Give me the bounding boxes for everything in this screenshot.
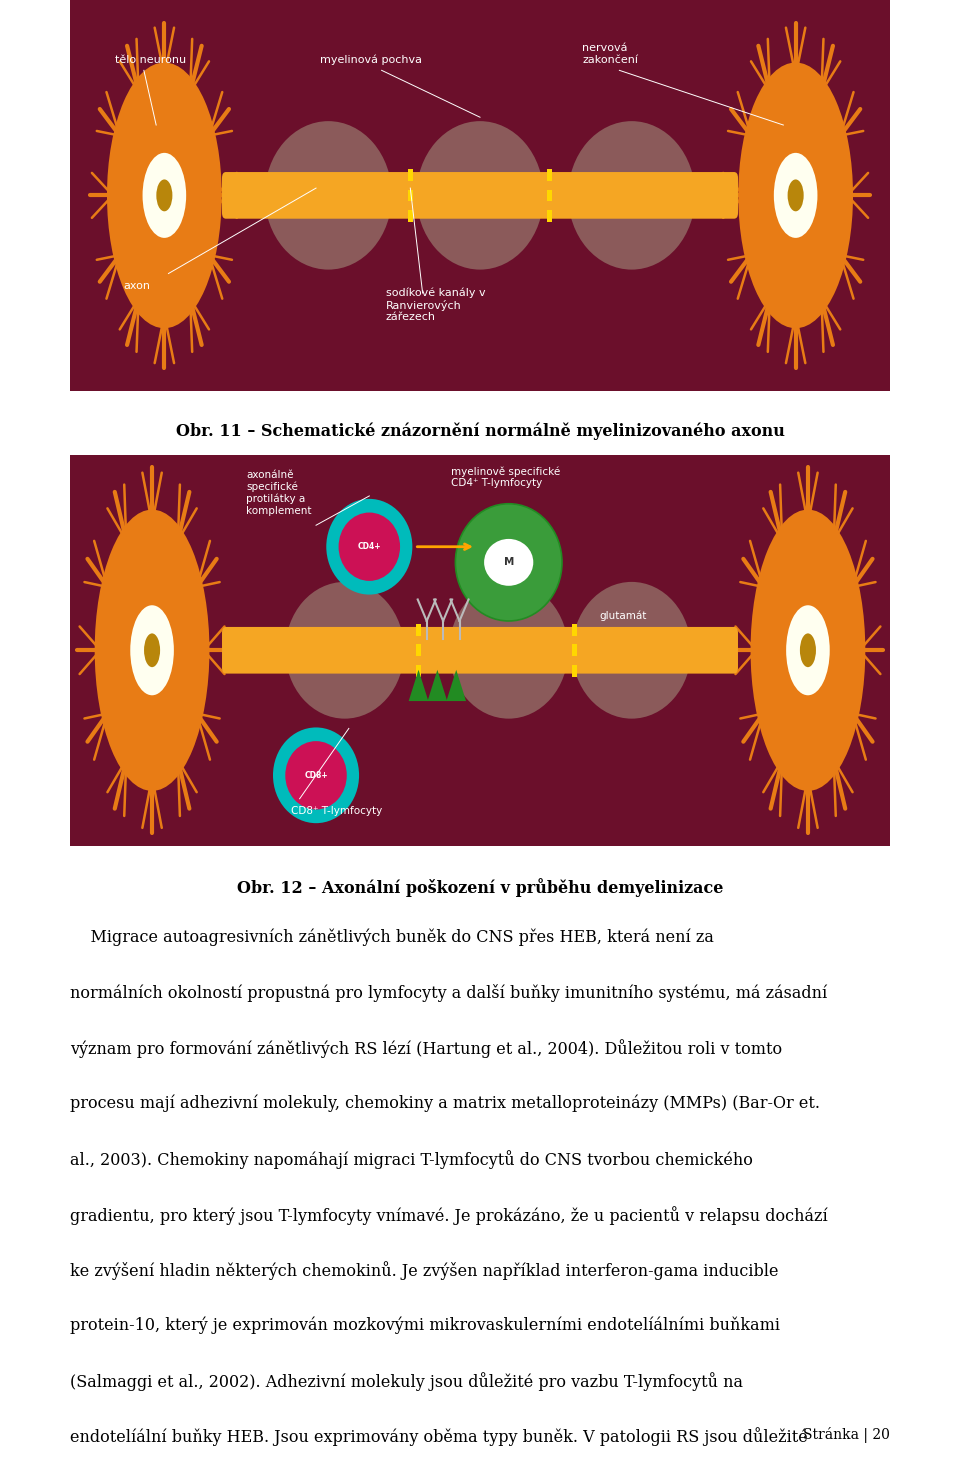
- Ellipse shape: [265, 121, 392, 270]
- Ellipse shape: [285, 582, 404, 719]
- Polygon shape: [409, 669, 428, 701]
- Ellipse shape: [455, 504, 562, 621]
- Ellipse shape: [484, 539, 534, 586]
- Text: CD4+: CD4+: [357, 542, 381, 551]
- Bar: [408, 169, 413, 181]
- Ellipse shape: [339, 513, 400, 580]
- Text: gradientu, pro který jsou T-lymfocyty vnímavé. Je prokázáno, že u pacientů v rel: gradientu, pro který jsou T-lymfocyty vn…: [70, 1206, 828, 1225]
- Text: ke zvýšení hladin některých chemokinů. Je zvýšen například interferon-gama induc: ke zvýšení hladin některých chemokinů. J…: [70, 1261, 779, 1280]
- Text: Obr. 11 – Schematické znázornění normálně myelinizovaného axonu: Obr. 11 – Schematické znázornění normáln…: [176, 423, 784, 440]
- Text: glutamát: glutamát: [599, 611, 646, 621]
- Text: význam pro formování zánětlivých RS lézí (Hartung et al., 2004). Důležitou roli : význam pro formování zánětlivých RS lézí…: [70, 1040, 782, 1059]
- Ellipse shape: [107, 63, 222, 328]
- Bar: [547, 190, 552, 201]
- Bar: [70, 0, 890, 391]
- Bar: [547, 169, 552, 181]
- Ellipse shape: [572, 582, 691, 719]
- Bar: [572, 624, 577, 636]
- Polygon shape: [427, 669, 447, 701]
- Ellipse shape: [449, 582, 568, 719]
- Text: sodíkové kanály v
Ranvierových
zářezech: sodíkové kanály v Ranvierových zářezech: [386, 287, 486, 322]
- Ellipse shape: [273, 728, 359, 824]
- Ellipse shape: [751, 510, 865, 790]
- Ellipse shape: [285, 741, 347, 809]
- Text: axon: axon: [124, 281, 151, 292]
- Text: M: M: [503, 557, 514, 567]
- Ellipse shape: [95, 510, 209, 790]
- Text: CD8⁺ T-lymfocyty: CD8⁺ T-lymfocyty: [292, 806, 383, 816]
- Ellipse shape: [787, 179, 804, 211]
- FancyBboxPatch shape: [222, 627, 738, 674]
- Bar: [408, 190, 413, 201]
- Text: protein-10, který je exprimován mozkovými mikrovaskulerními endotelíálními buňka: protein-10, který je exprimován mozkovým…: [70, 1317, 780, 1334]
- Ellipse shape: [568, 121, 695, 270]
- Text: (Salmaggi et al., 2002). Adhezivní molekuly jsou důležité pro vazbu T-lymfocytů : (Salmaggi et al., 2002). Adhezivní molek…: [70, 1372, 743, 1391]
- Text: al., 2003). Chemokiny napomáhají migraci T-lymfocytů do CNS tvorbou chemického: al., 2003). Chemokiny napomáhají migraci…: [70, 1150, 753, 1169]
- Bar: [416, 644, 420, 656]
- Text: procesu mají adhezivní molekuly, chemokiny a matrix metalloproteinázy (MMPs) (Ba: procesu mají adhezivní molekuly, chemoki…: [70, 1095, 820, 1112]
- Text: CD8+: CD8+: [304, 771, 328, 780]
- Bar: [408, 210, 413, 222]
- Text: nervová
zakončení: nervová zakončení: [583, 42, 638, 64]
- Polygon shape: [446, 669, 466, 701]
- Ellipse shape: [156, 179, 173, 211]
- Text: myelinová pochva: myelinová pochva: [320, 54, 422, 64]
- Ellipse shape: [738, 63, 853, 328]
- Text: Stránka | 20: Stránka | 20: [804, 1427, 890, 1443]
- Bar: [70, 455, 890, 846]
- Text: tělo neuronu: tělo neuronu: [115, 54, 186, 64]
- Ellipse shape: [800, 633, 816, 668]
- Ellipse shape: [786, 605, 829, 695]
- Bar: [416, 665, 420, 677]
- FancyBboxPatch shape: [222, 172, 738, 219]
- Bar: [572, 644, 577, 656]
- Text: endotelíální buňky HEB. Jsou exprimovány oběma typy buněk. V patologii RS jsou d: endotelíální buňky HEB. Jsou exprimovány…: [70, 1427, 807, 1446]
- Text: myelinově specifické
CD4⁺ T-lymfocyty: myelinově specifické CD4⁺ T-lymfocyty: [451, 467, 561, 488]
- Text: normálních okolností propustná pro lymfocyty a další buňky imunitního systému, m: normálních okolností propustná pro lymfo…: [70, 984, 828, 1002]
- Bar: [547, 210, 552, 222]
- Ellipse shape: [774, 153, 818, 238]
- Text: axonálně
specifické
protilátky a
komplement: axonálně specifické protilátky a komplem…: [247, 469, 312, 516]
- Ellipse shape: [142, 153, 186, 238]
- Bar: [572, 665, 577, 677]
- Ellipse shape: [417, 121, 543, 270]
- Text: Obr. 12 – Axonální poškození v průběhu demyelinizace: Obr. 12 – Axonální poškození v průběhu d…: [237, 878, 723, 897]
- Ellipse shape: [131, 605, 174, 695]
- Bar: [416, 624, 420, 636]
- Text: Migrace autoagresivních zánětlivých buněk do CNS přes HEB, která není za: Migrace autoagresivních zánětlivých buně…: [70, 929, 714, 946]
- Ellipse shape: [326, 499, 413, 595]
- Ellipse shape: [144, 633, 160, 668]
